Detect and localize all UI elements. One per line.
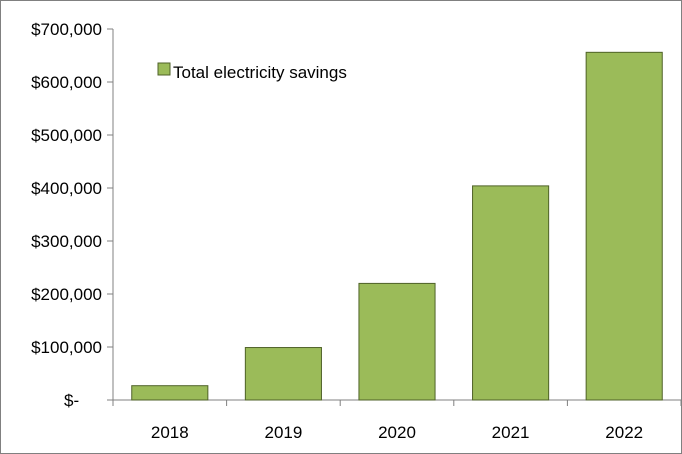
y-tick-label: $500,000	[31, 126, 102, 145]
y-tick-label: $100,000	[31, 338, 102, 357]
legend-swatch	[157, 62, 171, 76]
legend-label: Total electricity savings	[173, 63, 347, 82]
legend: Total electricity savings	[157, 62, 347, 82]
y-axis: $- $100,000 $200,000 $300,000 $400,000 $500,0…	[31, 20, 114, 410]
y-tick-label: $300,000	[31, 232, 102, 251]
bar-2020	[358, 282, 436, 401]
y-tick-label: $600,000	[31, 73, 102, 92]
bar-2021	[472, 185, 550, 401]
x-tick-label: 2019	[264, 423, 302, 442]
bars	[131, 51, 663, 401]
x-tick-label: 2022	[605, 423, 643, 442]
y-tick-label: $700,000	[31, 20, 102, 39]
x-tick-label: 2021	[492, 423, 530, 442]
y-tick-label: $-	[64, 391, 79, 410]
x-tick-label: 2020	[378, 423, 416, 442]
bar-2019	[244, 347, 322, 401]
bar-2022	[585, 51, 663, 401]
bar-2018	[131, 385, 209, 401]
y-tick-label: $200,000	[31, 285, 102, 304]
x-tick-label: 2018	[151, 423, 189, 442]
y-tick-label: $400,000	[31, 179, 102, 198]
